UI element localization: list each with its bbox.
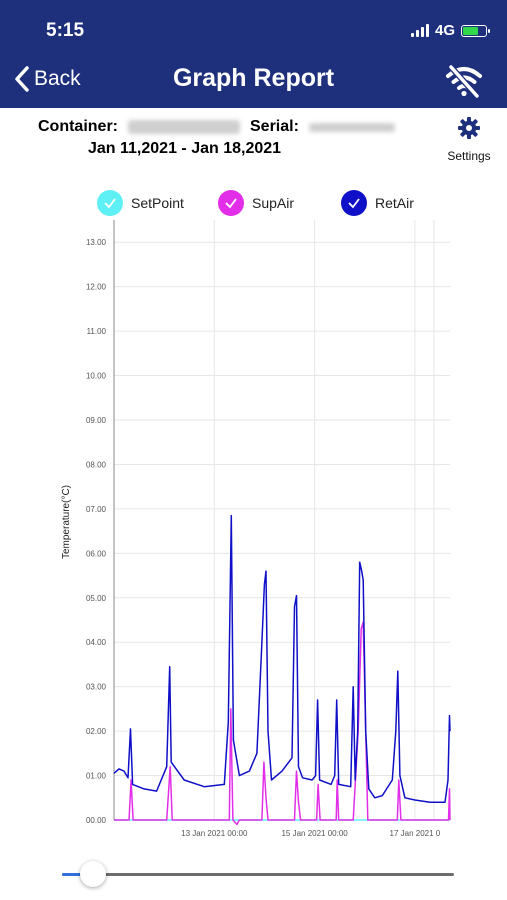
legend-item-retair[interactable]: RetAir	[341, 190, 414, 216]
report-info: Container: Serial: Jan 11,2021 - Jan 18,…	[0, 118, 507, 166]
legend-label-setpoint: SetPoint	[131, 195, 184, 211]
gear-icon	[458, 117, 480, 139]
back-button[interactable]: Back	[14, 66, 81, 92]
legend-label-retair: RetAir	[375, 195, 414, 211]
battery-icon	[461, 24, 490, 37]
y-tick-label: 01.00	[86, 772, 107, 781]
signal-icon	[410, 24, 429, 37]
wifi-off-button[interactable]	[445, 64, 483, 103]
page-title: Graph Report	[172, 64, 335, 92]
legend-item-supair[interactable]: SupAir	[218, 190, 294, 216]
y-tick-label: 06.00	[86, 549, 107, 558]
y-tick-label: 11.00	[87, 327, 107, 336]
wifi-off-icon	[446, 64, 482, 99]
legend-item-setpoint[interactable]: SetPoint	[97, 190, 184, 216]
checkmark-icon	[97, 190, 123, 216]
back-label: Back	[34, 67, 81, 90]
checkmark-icon	[218, 190, 244, 216]
y-tick-label: 07.00	[86, 505, 107, 514]
chart-legend: SetPoint SupAir RetAir	[0, 190, 507, 218]
app-header: 5:15 4G Back Graph Report	[0, 0, 507, 108]
network-type: 4G	[434, 22, 455, 39]
settings-button[interactable]: Settings	[440, 116, 498, 163]
status-indicators: 4G	[410, 22, 490, 39]
series-line-retair	[113, 514, 451, 803]
x-tick-label: 17 Jan 2021 0	[390, 829, 441, 838]
date-range: Jan 11,2021 - Jan 18,2021	[88, 140, 282, 157]
container-label: Container:	[38, 118, 118, 135]
y-tick-label: 00.00	[86, 816, 107, 825]
y-tick-label: 05.00	[86, 594, 107, 603]
serial-label: Serial:	[250, 118, 299, 135]
series-line-supair	[114, 621, 451, 826]
chevron-left-icon	[15, 66, 29, 92]
y-tick-label: 13.00	[86, 238, 107, 247]
slider-fill	[62, 873, 94, 876]
serial-value-redacted	[308, 122, 395, 132]
y-tick-label: 02.00	[86, 727, 107, 736]
y-axis-label: Temperature(°C)	[61, 485, 72, 559]
slider-track	[62, 873, 454, 876]
y-tick-label: 04.00	[86, 638, 107, 647]
status-time: 5:15	[46, 20, 85, 41]
x-tick-label: 15 Jan 2021 00:00	[281, 829, 348, 838]
slider-thumb[interactable]	[80, 861, 107, 887]
y-tick-label: 08.00	[86, 460, 107, 469]
x-tick-label: 13 Jan 2021 00:00	[181, 829, 248, 838]
time-range-slider[interactable]	[62, 860, 454, 890]
container-value-redacted	[128, 120, 240, 134]
y-tick-label: 12.00	[86, 283, 107, 292]
y-tick-label: 10.00	[86, 372, 107, 381]
y-tick-label: 03.00	[86, 683, 107, 692]
legend-label-supair: SupAir	[252, 195, 295, 211]
checkmark-icon	[341, 190, 367, 216]
settings-label: Settings	[447, 149, 491, 163]
y-tick-label: 09.00	[86, 416, 107, 425]
temperature-chart[interactable]: 00.00 01.00 02.00 03.00 04.00 05.00 06.00 07.00…	[0, 220, 507, 845]
